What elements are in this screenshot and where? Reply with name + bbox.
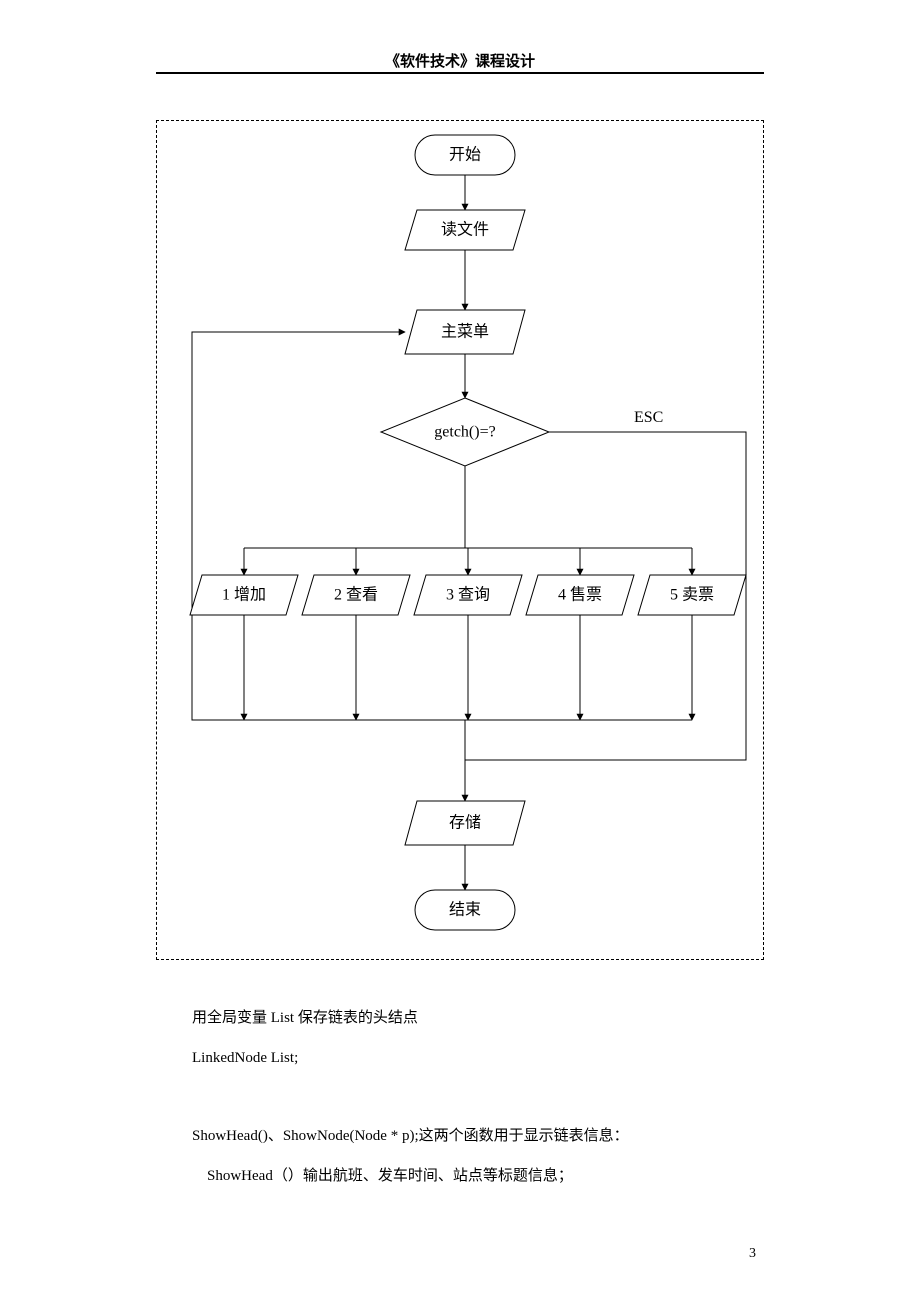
- svg-text:getch()=?: getch()=?: [434, 424, 495, 441]
- paragraph-2: LinkedNode List;: [162, 1042, 770, 1075]
- node-start: 开始: [415, 135, 515, 175]
- node-opt1: 1 增加: [190, 575, 298, 615]
- svg-text:开始: 开始: [449, 146, 481, 164]
- svg-text:ESC: ESC: [634, 409, 663, 426]
- flowchart: 开始读文件主菜单 getch()=? 1 增加 2 查看 3 查询 4 售票 5 卖票存储结…: [156, 120, 764, 960]
- page-header: 《软件技术》课程设计: [0, 50, 920, 71]
- svg-text:结束: 结束: [449, 901, 481, 919]
- paragraph-3: ShowHead()、ShowNode(Node * p);这两个函数用于显示链…: [162, 1120, 770, 1153]
- page-header-title: 《软件技术》课程设计: [385, 54, 535, 70]
- node-opt2: 2 查看: [302, 575, 410, 615]
- svg-text:5 卖票: 5 卖票: [670, 586, 714, 604]
- node-store: 存储: [405, 801, 525, 845]
- node-opt4: 4 售票: [526, 575, 634, 615]
- svg-text:3 查询: 3 查询: [446, 586, 490, 604]
- svg-text:2 查看: 2 查看: [334, 586, 378, 604]
- svg-text:主菜单: 主菜单: [441, 323, 489, 341]
- header-rule: [156, 72, 764, 74]
- node-end: 结束: [415, 890, 515, 930]
- page-number: 3: [749, 1246, 756, 1262]
- svg-text:读文件: 读文件: [441, 221, 489, 239]
- svg-text:4 售票: 4 售票: [558, 586, 602, 604]
- node-read: 读文件: [405, 210, 525, 250]
- paragraph-4: ShowHead（）输出航班、发车时间、站点等标题信息；: [162, 1160, 770, 1193]
- svg-text:存储: 存储: [449, 814, 481, 832]
- node-opt3: 3 查询: [414, 575, 522, 615]
- node-menu: 主菜单: [405, 310, 525, 354]
- paragraph-1: 用全局变量 List 保存链表的头结点: [162, 1002, 770, 1035]
- svg-text:1 增加: 1 增加: [222, 586, 266, 604]
- node-decision: getch()=?: [381, 398, 549, 466]
- node-opt5: 5 卖票: [638, 575, 746, 615]
